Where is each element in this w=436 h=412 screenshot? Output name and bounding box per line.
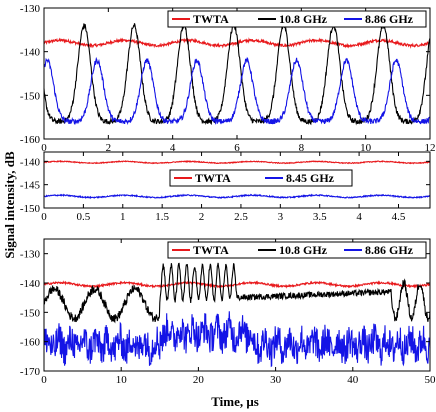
x-tick-label: 20 — [193, 374, 205, 386]
x-tick-label: 0 — [41, 374, 47, 386]
legend-label: TWTA — [193, 243, 229, 257]
legend-label: 10.8 GHz — [279, 12, 328, 26]
y-tick-label: -145 — [20, 180, 41, 192]
x-tick-label: 10 — [116, 374, 128, 386]
y-tick-label: -170 — [20, 366, 41, 378]
series-line — [43, 280, 431, 289]
y-tick-label: -160 — [20, 337, 41, 349]
x-tick-label: 50 — [425, 374, 436, 386]
legend-label: 8.45 GHz — [286, 171, 335, 185]
y-axis-label: Signal intensity, dB — [2, 151, 17, 259]
legend-box — [167, 10, 427, 28]
legend-box — [167, 241, 427, 259]
panel-top: 0 2 4 6 8 10 12 -130 -140 -150 -160 TWTA 10.8 GHz 8.8… — [20, 3, 436, 154]
legend: TWTA 10.8 GHz 8.86 GHz — [167, 241, 427, 259]
x-tick-label: 4.5 — [392, 211, 406, 223]
legend: TWTA 8.45 GHz — [169, 169, 353, 187]
x-tick-label: 4 — [170, 142, 176, 154]
x-tick-label: 3 — [278, 211, 284, 223]
y-tick-label: -150 — [20, 203, 41, 215]
legend-box — [169, 169, 353, 187]
series-line — [43, 311, 431, 368]
y-tick-label: -130 — [20, 3, 41, 15]
series-line — [43, 193, 431, 200]
y-tick-label: -150 — [20, 307, 41, 319]
x-tick-label: 2 — [106, 142, 112, 154]
x-axis-label: Time, μs — [211, 394, 259, 409]
series-line — [43, 21, 431, 126]
x-tick-label: 0 — [41, 142, 47, 154]
axes-frame — [43, 151, 431, 209]
legend-label: TWTA — [195, 171, 231, 185]
x-tick-label: 6 — [234, 142, 240, 154]
y-tick-label: -140 — [20, 47, 41, 59]
axes-frame — [43, 238, 431, 372]
x-tick-label: 0 — [41, 211, 47, 223]
x-tick-label: 8 — [299, 142, 305, 154]
x-tick-label: 10 — [360, 142, 372, 154]
y-tick-label: -150 — [20, 90, 41, 102]
legend-label: 8.86 GHz — [365, 12, 414, 26]
x-tick-label: 12 — [425, 142, 436, 154]
x-tick-label: 1 — [120, 211, 126, 223]
legend: TWTA 10.8 GHz 8.86 GHz — [167, 10, 427, 28]
panel-bottom: 0 10 20 30 40 50 -130 -140 -150 -160 -170 TWTA 10.8 … — [20, 238, 436, 386]
panel-middle: 0 0.5 1 1.5 2 2.5 3 3.5 4 4.5 -140 -145 -150 TWTA 8.45… — [20, 151, 431, 223]
x-tick-label: 1.5 — [155, 211, 169, 223]
x-tick-label: 30 — [270, 374, 282, 386]
legend-label: 10.8 GHz — [279, 243, 328, 257]
series-line — [43, 159, 431, 165]
y-tick-label: -160 — [20, 134, 41, 146]
x-tick-label: 2.5 — [234, 211, 248, 223]
series-line — [43, 37, 431, 49]
legend-label: TWTA — [193, 12, 229, 26]
series-line — [43, 56, 431, 126]
y-tick-label: -140 — [20, 278, 41, 290]
y-tick-label: -130 — [20, 249, 41, 261]
x-tick-label: 40 — [347, 374, 359, 386]
x-tick-label: 4 — [356, 211, 362, 223]
series-line — [43, 262, 431, 324]
y-tick-label: -140 — [20, 156, 41, 168]
x-tick-label: 2 — [199, 211, 205, 223]
legend-label: 8.86 GHz — [365, 243, 414, 257]
x-tick-label: 3.5 — [313, 211, 327, 223]
x-tick-label: 0.5 — [77, 211, 91, 223]
